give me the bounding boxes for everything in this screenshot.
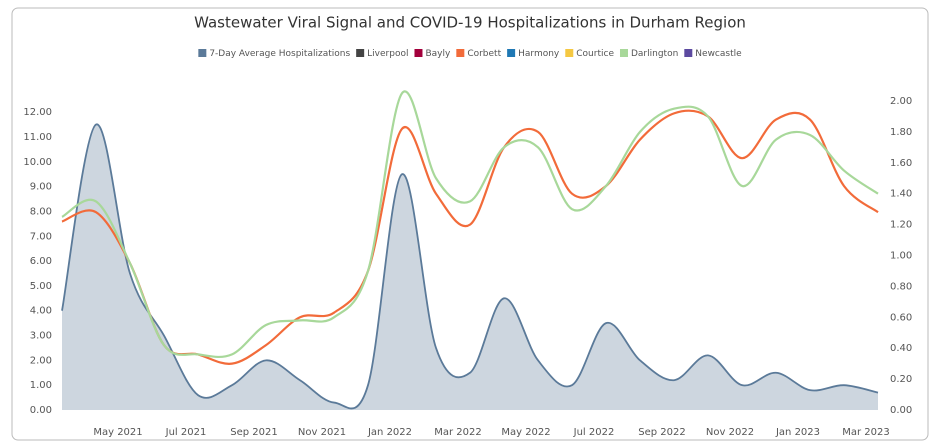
legend-label: Bayly: [425, 49, 451, 59]
x-tick-label: Jan 2023: [775, 427, 820, 438]
x-tick-label: Jul 2021: [165, 427, 207, 438]
y-tick-label: 3.00: [30, 331, 52, 342]
y2-tick-label: 1.20: [890, 220, 912, 231]
legend-swatch: [414, 49, 423, 57]
y-tick-label: 4.00: [30, 306, 52, 317]
y-tick-label: 5.00: [30, 281, 52, 292]
legend-label: Harmony: [518, 49, 560, 59]
y2-tick-label: 1.40: [890, 189, 912, 200]
legend-label: Newcastle: [695, 49, 742, 59]
legend-swatch: [198, 49, 207, 57]
legend-label: Corbett: [467, 49, 501, 59]
x-tick-label: Sep 2021: [230, 427, 277, 438]
y2-tick-label: 0.40: [890, 343, 912, 354]
x-tick-label: May 2021: [93, 427, 142, 438]
x-tick-label: May 2022: [501, 427, 550, 438]
y-tick-label: 6.00: [30, 256, 52, 267]
legend-swatch: [356, 49, 365, 57]
y-tick-label: 0.00: [30, 405, 52, 416]
y-tick-label: 2.00: [30, 355, 52, 366]
y2-tick-label: 1.60: [890, 158, 912, 169]
legend-swatch: [456, 49, 465, 57]
x-tick-label: Nov 2021: [298, 427, 346, 438]
x-tick-label: Jan 2022: [367, 427, 412, 438]
y2-tick-label: 0.60: [890, 312, 912, 323]
legend-swatch: [619, 49, 628, 57]
y-tick-label: 7.00: [30, 231, 52, 242]
y-tick-label: 9.00: [30, 182, 52, 193]
y-tick-label: 8.00: [30, 206, 52, 217]
y2-tick-label: 1.80: [890, 127, 912, 138]
y-tick-label: 11.00: [23, 132, 52, 143]
y2-tick-label: 1.00: [890, 251, 912, 262]
chart-title: Wastewater Viral Signal and COVID-19 Hos…: [194, 14, 746, 32]
legend-swatch: [565, 49, 574, 57]
y2-tick-label: 2.00: [890, 96, 912, 107]
legend-label: Courtice: [576, 49, 614, 59]
y2-tick-label: 0.00: [890, 405, 912, 416]
y-tick-label: 12.00: [23, 107, 52, 118]
x-tick-label: Mar 2023: [842, 427, 890, 438]
legend-swatch: [507, 49, 516, 57]
y2-tick-label: 0.80: [890, 281, 912, 292]
area: [62, 124, 878, 410]
x-tick-label: Mar 2022: [434, 427, 482, 438]
y-tick-label: 1.00: [30, 380, 52, 391]
legend-label: Liverpool: [367, 49, 408, 59]
x-tick-label: Sep 2022: [638, 427, 685, 438]
legend-swatch: [684, 49, 693, 57]
legend-label: 7-Day Average Hospitalizations: [209, 49, 350, 59]
series-line: [61, 123, 879, 410]
x-tick-label: Jul 2022: [573, 427, 615, 438]
y-tick-label: 10.00: [23, 157, 52, 168]
x-tick-label: Nov 2022: [706, 427, 754, 438]
y2-tick-label: 0.20: [890, 374, 912, 385]
series-line: [61, 90, 879, 359]
legend-label: Darlington: [631, 49, 678, 59]
